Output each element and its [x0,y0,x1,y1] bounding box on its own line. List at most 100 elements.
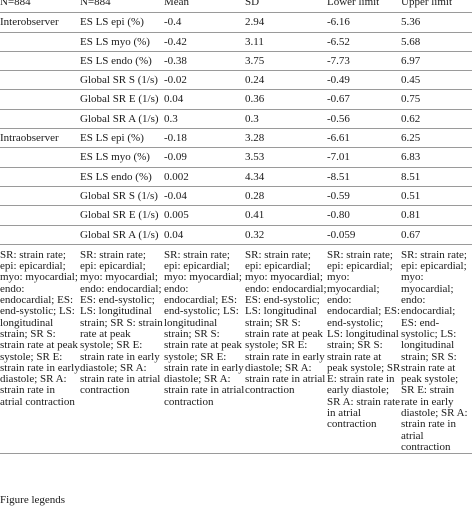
mean-cell: -0.38 [164,51,245,72]
mean-cell: -0.02 [164,70,245,91]
header-n: N=884 [0,0,80,14]
mean-cell: -0.18 [164,128,245,149]
mean-cell: -0.42 [164,32,245,52]
parameter-cell: ES LS endo (%) [80,51,164,72]
group-label [0,167,80,187]
mean-cell: 0.04 [164,225,245,245]
upper-limit-cell: 0.51 [401,186,472,207]
parameter-cell: ES LS epi (%) [80,12,164,33]
group-label [0,147,80,168]
sd-cell: 0.41 [245,205,327,226]
group-label-text: Intraobserver [0,132,59,145]
lower-limit-cell: -0.80 [327,205,401,226]
parameter-cell: Global SR E (1/s) [80,205,164,226]
upper-limit-cell: 0.62 [401,109,472,130]
lower-limit-cell: -7.01 [327,147,401,168]
parameter-cell: Global SR A (1/s) [80,109,164,130]
sd-cell: 4.34 [245,167,327,187]
table-row: Interobserver ES LS epi (%) -0.4 2.94 -6.16 5… [0,12,472,33]
lower-limit-cell: -0.56 [327,109,401,130]
mean-cell: -0.4 [164,12,245,33]
table-row: Global SR A (1/s) 0.3 0.3 -0.56 0.62 [0,109,472,130]
parameter-cell: ES LS endo (%) [80,167,164,187]
mean-cell: 0.04 [164,89,245,110]
upper-limit-cell: 6.97 [401,51,472,72]
sd-cell: 3.28 [245,128,327,149]
footnote-cell: SR: strain rate; epi: epicardial; myo: m… [245,244,327,455]
upper-limit-cell: 0.81 [401,205,472,226]
group-label [0,89,80,110]
upper-limit-cell: 6.83 [401,147,472,168]
mean-cell: 0.005 [164,205,245,226]
group-label [0,109,80,130]
header-upper-limit: Upper limit [401,0,472,14]
parameter-cell: ES LS myo (%) [80,32,164,52]
table-row: Intraobserver ES LS epi (%) -0.18 3.28 -6.61… [0,128,472,149]
header-sd: SD [245,0,327,14]
table-row: ES LS endo (%) -0.38 3.75 -7.73 6.97 [0,51,472,72]
group-label [0,70,80,91]
lower-limit-cell: -6.61 [327,128,401,149]
sd-cell: 3.11 [245,32,327,52]
upper-limit-cell: 5.68 [401,32,472,52]
group-label [0,205,80,226]
parameter-cell: ES LS myo (%) [80,147,164,168]
table-header-row: N=884 N=884 Mean SD Lower limit Upper li… [0,0,472,14]
lower-limit-cell: -8.51 [327,167,401,187]
footnote-cell: SR: strain rate; epi: epicardial; myo: m… [164,244,245,455]
table-row: ES LS myo (%) -0.42 3.11 -6.52 5.68 [0,32,472,52]
group-label [0,186,80,207]
header-lower-limit: Lower limit [327,0,401,14]
table-row: ES LS endo (%) 0.002 4.34 -8.51 8.51 [0,167,472,187]
parameter-cell: ES LS epi (%) [80,128,164,149]
group-label: Interobserver [0,12,80,33]
header-parameter: N=884 [80,0,164,14]
mean-cell: 0.002 [164,167,245,187]
table-row: Global SR E (1/s) 0.04 0.36 -0.67 0.75 [0,89,472,110]
table-footnote-row: SR: strain rate; epi: epicardial; myo: m… [0,244,472,455]
sd-cell: 0.3 [245,109,327,130]
footnote-cell: SR: strain rate; epi: epicardial; myo: m… [401,244,472,455]
sd-cell: 0.36 [245,89,327,110]
lower-limit-cell: -0.059 [327,225,401,245]
upper-limit-cell: 0.45 [401,70,472,91]
sd-cell: 0.32 [245,225,327,245]
parameter-cell: Global SR S (1/s) [80,70,164,91]
parameter-cell: Global SR A (1/s) [80,225,164,245]
footnote-cell: SR: strain rate; epi: epicardial; myo: m… [80,244,164,455]
group-label: Intraobserver [0,128,80,149]
table-row: Global SR S (1/s) -0.02 0.24 -0.49 0.45 [0,70,472,91]
group-label [0,51,80,72]
mean-cell: 0.3 [164,109,245,130]
sd-cell: 2.94 [245,12,327,33]
table-row: ES LS myo (%) -0.09 3.53 -7.01 6.83 [0,147,472,168]
sd-cell: 0.24 [245,70,327,91]
sd-cell: 0.28 [245,186,327,207]
figure-legends-heading: Figure legends [0,494,66,506]
table-row: Global SR E (1/s) 0.005 0.41 -0.80 0.81 [0,205,472,226]
group-label-text: Interobserver [0,16,59,29]
sd-cell: 3.53 [245,147,327,168]
lower-limit-cell: -0.49 [327,70,401,91]
lower-limit-cell: -0.67 [327,89,401,110]
table-row: Global SR A (1/s) 0.04 0.32 -0.059 0.67 [0,225,472,245]
lower-limit-cell: -0.59 [327,186,401,207]
parameter-cell: Global SR E (1/s) [80,89,164,110]
upper-limit-cell: 8.51 [401,167,472,187]
footnote-cell: SR: strain rate; epi: epicardial; myo: m… [327,244,401,455]
group-label [0,225,80,245]
upper-limit-cell: 5.36 [401,12,472,33]
upper-limit-cell: 6.25 [401,128,472,149]
lower-limit-cell: -6.52 [327,32,401,52]
upper-limit-cell: 0.75 [401,89,472,110]
mean-cell: -0.04 [164,186,245,207]
group-label [0,32,80,52]
table-row: Global SR S (1/s) -0.04 0.28 -0.59 0.51 [0,186,472,207]
sd-cell: 3.75 [245,51,327,72]
header-mean: Mean [164,0,245,14]
footnote-cell: SR: strain rate; epi: epicardial; myo: m… [0,244,80,455]
upper-limit-cell: 0.67 [401,225,472,245]
lower-limit-cell: -7.73 [327,51,401,72]
parameter-cell: Global SR S (1/s) [80,186,164,207]
